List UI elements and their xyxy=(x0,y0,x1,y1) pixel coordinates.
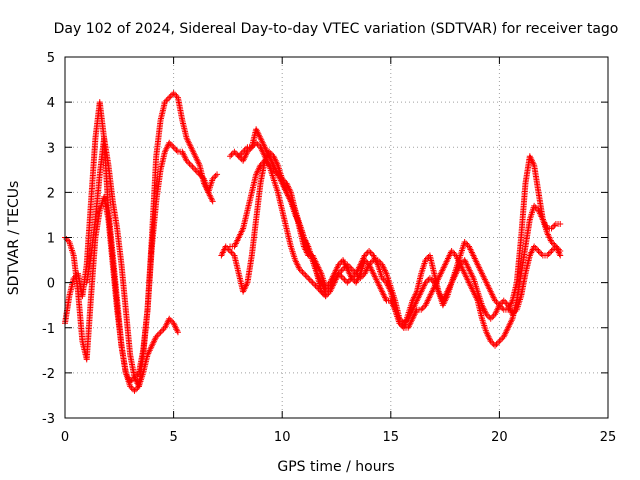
y-tick-label: -3 xyxy=(42,412,55,427)
data-point xyxy=(214,171,221,178)
x-tick-label: 20 xyxy=(491,430,508,445)
data-point xyxy=(174,329,181,336)
chart-title: Day 102 of 2024, Sidereal Day-to-day VTE… xyxy=(54,21,619,37)
series-1 xyxy=(62,193,181,394)
x-axis-label: GPS time / hours xyxy=(277,459,394,475)
y-tick-label: 4 xyxy=(47,96,55,111)
x-tick-label: 15 xyxy=(383,430,400,445)
x-tick-label: 25 xyxy=(600,430,617,445)
data-point xyxy=(557,220,564,227)
y-tick-label: 0 xyxy=(47,277,55,292)
y-tick-label: 2 xyxy=(47,186,55,201)
y-tick-label: -1 xyxy=(42,322,55,337)
series-6 xyxy=(218,148,329,300)
data-point xyxy=(322,293,329,300)
y-tick-label: 1 xyxy=(47,232,55,247)
axis-ticks: 0 5 10 15 20 25 -3 -2 -1 0 1 2 3 4 5 xyxy=(42,51,616,445)
data-point xyxy=(209,198,216,205)
x-tick-label: 0 xyxy=(61,430,69,445)
y-tick-label: 3 xyxy=(47,141,55,156)
y-axis-label: SDTVAR / TECUs xyxy=(6,181,22,296)
x-tick-label: 10 xyxy=(274,430,291,445)
x-tick-label: 5 xyxy=(169,430,177,445)
y-tick-label: 5 xyxy=(47,51,55,66)
data-point xyxy=(557,252,564,259)
y-tick-label: -2 xyxy=(42,367,55,382)
series-2 xyxy=(83,135,216,381)
data-series xyxy=(62,90,564,394)
series-5 xyxy=(227,139,564,327)
